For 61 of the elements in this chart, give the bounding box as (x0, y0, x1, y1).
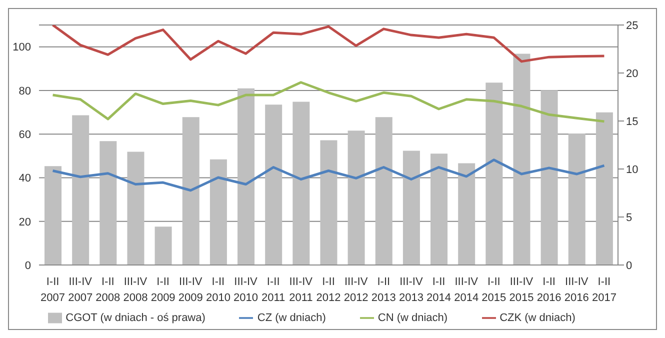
x-tick-label: I-II 2009 (150, 276, 176, 304)
bar (72, 115, 90, 265)
x-tick-label: III-IV 2011 (289, 276, 314, 304)
x-tick-label: I-II 2016 (536, 276, 562, 304)
x-tick-label: I-II 2012 (316, 276, 341, 304)
bar (238, 88, 255, 265)
x-tick-label: I-II 2008 (96, 276, 120, 304)
line-series (52, 158, 606, 192)
x-tick-label: I-II 2017 (592, 276, 616, 304)
x-tick-label: I-II 2010 (206, 276, 230, 304)
y2-tick-label: 10 (626, 164, 638, 176)
bar (154, 226, 172, 265)
y2-tick-label: 0 (626, 260, 632, 272)
y2-tick-label: 15 (626, 116, 638, 128)
x-tick-label: I-II 2007 (40, 276, 66, 304)
y2-tick-label: 25 (626, 20, 638, 32)
x-tick-label: III-IV 2007 (68, 276, 93, 304)
bar (402, 150, 420, 265)
bar (265, 104, 282, 265)
bar (596, 112, 613, 265)
y2-tick-label: 20 (626, 68, 638, 80)
x-tick-label: III-IV 2010 (234, 276, 258, 304)
bar (44, 166, 62, 265)
bar (292, 102, 310, 265)
bar (513, 54, 530, 265)
y-tick-label: 60 (18, 128, 31, 141)
y-tick-label: 100 (12, 42, 31, 54)
bar (486, 82, 503, 265)
x-tick-label: III-IV 2013 (398, 276, 424, 304)
y-tick-label: 0 (24, 260, 31, 272)
y-tick-label: 40 (18, 172, 31, 185)
bar (375, 117, 392, 265)
x-tick-label: III-IV 2016 (564, 276, 589, 304)
bar (540, 90, 558, 265)
bar (320, 140, 338, 265)
x-tick-label: I-II 2014 (426, 276, 452, 304)
bar (210, 159, 227, 265)
line-series (52, 25, 606, 63)
bar (182, 117, 200, 265)
y-tick-label: 80 (18, 85, 31, 98)
x-tick-label: III-IV 2012 (344, 276, 368, 304)
x-tick-label: III-IV 2014 (454, 276, 479, 304)
legend-label: CN (w dniach) (378, 312, 448, 324)
x-tick-label: III-IV 2009 (178, 276, 203, 304)
bar (568, 133, 586, 265)
y2-tick-label: 5 (626, 212, 632, 224)
bar (430, 154, 448, 265)
x-tick-label: I-II 2015 (482, 276, 506, 304)
bar (127, 152, 144, 265)
x-tick-label: I-II 2011 (262, 276, 286, 304)
line-series (52, 81, 606, 123)
legend-label: CZ (w dniach) (257, 312, 326, 324)
y-tick-label: 20 (18, 216, 31, 228)
bar (348, 130, 365, 265)
bar (100, 141, 117, 265)
legend-label: CZK (w dniach) (500, 312, 576, 324)
legend-label: CGOT (w dniach - oś prawa) (66, 312, 206, 324)
x-tick-label: III-IV 2008 (123, 276, 148, 304)
bar (458, 163, 476, 265)
x-tick-label: III-IV 2015 (509, 276, 534, 304)
x-tick-label: I-II 2013 (371, 276, 396, 304)
